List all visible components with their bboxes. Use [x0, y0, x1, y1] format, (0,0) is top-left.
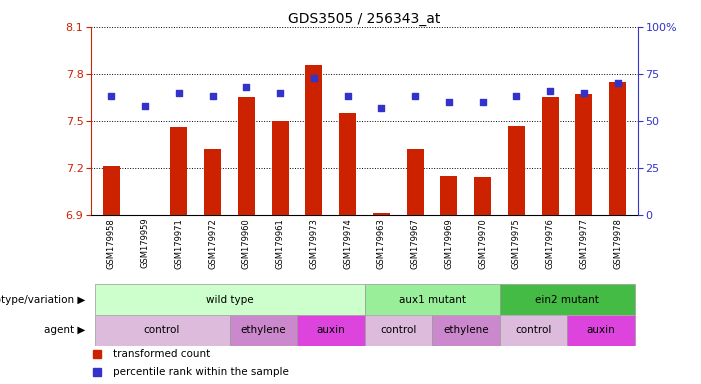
Point — [240, 84, 252, 90]
Title: GDS3505 / 256343_at: GDS3505 / 256343_at — [288, 12, 441, 26]
Bar — [407, 149, 423, 215]
Point — [545, 88, 556, 94]
Bar — [103, 166, 120, 215]
Bar — [229, 315, 297, 346]
Bar — [170, 127, 187, 215]
Bar — [272, 121, 289, 215]
Point — [477, 99, 489, 105]
Bar — [306, 65, 322, 215]
Bar — [576, 94, 592, 215]
Point — [578, 90, 590, 96]
Point — [207, 93, 218, 99]
Point — [443, 99, 454, 105]
Text: aux1 mutant: aux1 mutant — [399, 295, 465, 305]
Bar — [365, 315, 432, 346]
Text: control: control — [515, 325, 552, 335]
Bar — [567, 315, 634, 346]
Bar — [373, 214, 390, 215]
Text: transformed count: transformed count — [113, 349, 210, 359]
Text: auxin: auxin — [316, 325, 345, 335]
Text: auxin: auxin — [587, 325, 615, 335]
Text: control: control — [144, 325, 180, 335]
Point — [173, 90, 184, 96]
Point — [342, 93, 353, 99]
Text: agent ▶: agent ▶ — [44, 325, 86, 335]
Point — [612, 80, 623, 86]
Point — [275, 90, 286, 96]
Point — [106, 93, 117, 99]
Text: wild type: wild type — [205, 295, 253, 305]
Text: genotype/variation ▶: genotype/variation ▶ — [0, 295, 86, 305]
Bar — [297, 315, 365, 346]
Text: control: control — [380, 325, 416, 335]
Text: ein2 mutant: ein2 mutant — [535, 295, 599, 305]
Point — [409, 93, 421, 99]
Text: ethylene: ethylene — [240, 325, 286, 335]
Bar — [609, 82, 626, 215]
Bar — [542, 98, 559, 215]
Bar — [95, 315, 229, 346]
Bar — [440, 176, 457, 215]
Text: percentile rank within the sample: percentile rank within the sample — [113, 366, 289, 377]
Bar — [432, 315, 500, 346]
Bar — [365, 284, 500, 315]
Bar — [474, 177, 491, 215]
Point — [376, 105, 387, 111]
Bar — [500, 284, 634, 315]
Bar — [204, 149, 221, 215]
Bar — [339, 113, 356, 215]
Bar — [500, 315, 567, 346]
Bar — [508, 126, 525, 215]
Point — [308, 74, 320, 81]
Bar — [95, 284, 365, 315]
Point — [511, 93, 522, 99]
Text: ethylene: ethylene — [443, 325, 489, 335]
Point — [139, 103, 151, 109]
Bar — [238, 98, 255, 215]
